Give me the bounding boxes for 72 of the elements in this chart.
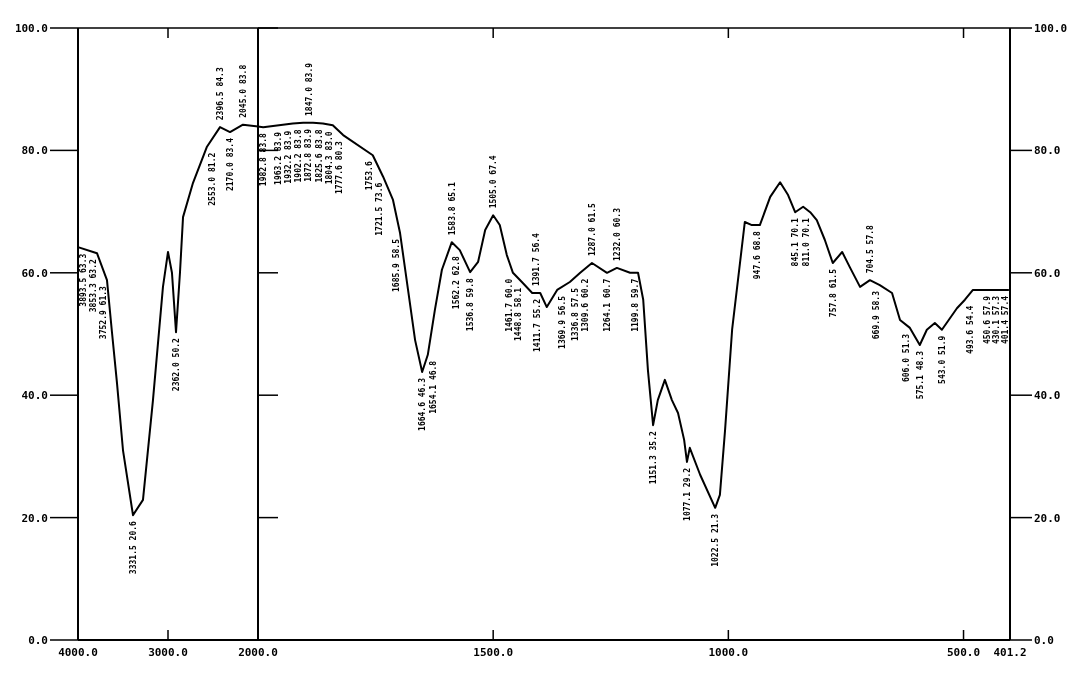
annotation: 3331.5 20.6 [128,520,138,575]
annotation: 575.1 48.3 [915,350,925,400]
x-tick-label: 2000.0 [238,646,278,659]
annotation: 3893.5 63.3 [79,253,88,307]
annotation: 493.6 54.4 [965,305,975,354]
annotation: 1963.2 83.9 [274,131,284,185]
annotation: 1562.2 62.8 [451,255,461,310]
annotation: 1536.8 59.8 [466,278,476,332]
annotation: 1369.9 56.5 [558,295,568,349]
annotation: 543.0 51.9 [937,335,947,384]
y-tick-label: 40.0 [21,389,48,403]
y-tick-label: 100.0 [14,22,48,35]
annotation: 430.1 57.3 [991,295,1001,345]
annotation: 845.1 70.1 [791,218,801,267]
annotation: 1336.8 57.5 [570,287,580,341]
x-tick-label: 4000.0 [58,646,98,659]
y-tick-label: 20.0 [21,511,48,525]
annotation: 1411.7 55.2 [533,298,543,352]
annotation: 947.6 68.8 [752,230,762,280]
x-tick-label: 3000.0 [148,646,188,659]
x-tick-label: 1000.0 [708,646,749,659]
annotation: 450.6 57.9 [982,295,992,345]
annotation: 3853.3 63.2 [88,259,98,313]
annotation: 1264.1 60.7 [603,278,612,332]
y-tick-label: 20.0 [1034,511,1061,525]
annotation: 1932.2 83.9 [283,130,293,184]
annotation: 1654.1 46.8 [428,360,438,414]
annotation: 669.9 58.3 [871,290,881,340]
annotation: 1777.6 80.3 [335,140,345,195]
annotation: 2362.0 50.2 [172,337,182,392]
annotation: 1287.0 61.5 [587,202,597,257]
annotation: 2553.0 81.2 [207,152,217,206]
annotation: 1902.2 83.8 [293,129,303,183]
annotation: 1022.5 21.3 [711,513,721,567]
x-tick-label: 401.2 [993,646,1027,659]
annotation: 1872.8 83.9 [304,128,314,182]
annotation: 1448.8 58.1 [513,287,523,341]
annotation: 401.4 57.4 [1000,295,1010,345]
annotation: 1505.0 67.4 [489,155,499,209]
annotation: 704.5 57.8 [865,224,875,274]
y-tick-label: 0.0 [28,634,48,647]
annotation: 1151.3 35.2 [649,431,659,485]
y-tick-label: 80.0 [1034,144,1061,158]
annotation: 1391.7 56.4 [532,232,542,287]
annotation: 2396.5 84.3 [216,67,226,121]
x-tick-label: 1500.0 [473,646,514,659]
annotation: 1804.3 83.0 [324,131,334,185]
annotation: 1199.8 59.7 [631,278,641,332]
annotation: 2170.0 83.4 [226,137,236,192]
annotation: 811.0 70.1 [802,218,812,267]
y-tick-label: 40.0 [1034,389,1061,403]
annotation: 1721.5 73.6 [375,182,385,236]
annotation: 1461.7 60.0 [504,278,514,332]
annotation: 1077.1 29.2 [682,467,692,521]
y-tick-label: 80.0 [21,144,48,158]
annotation: 1664.6 46.3 [418,377,428,431]
annotation: 2045.0 83.8 [238,64,248,118]
y-tick-label: 100.0 [1034,22,1068,35]
y-tick-label: 60.0 [1034,266,1061,280]
y-tick-label: 60.0 [21,266,48,280]
annotation: 606.0 51.3 [901,333,911,383]
annotation: 1685.9 58.5 [392,238,402,292]
annotation: 3752.9 61.3 [98,285,108,340]
annotation: 1309.6 60.2 [581,278,591,332]
annotation: 1583.8 65.1 [447,182,457,236]
annotation: 1232.0 60.3 [612,207,622,261]
annotation: 1753.6 [364,161,374,191]
annotation: 1825.6 83.8 [314,129,324,183]
annotation: 1847.0 83.9 [305,62,315,116]
y-tick-label: 0.0 [1034,634,1054,647]
annotation: 757.8 61.5 [828,268,838,318]
x-tick-label: 500.0 [946,646,981,659]
